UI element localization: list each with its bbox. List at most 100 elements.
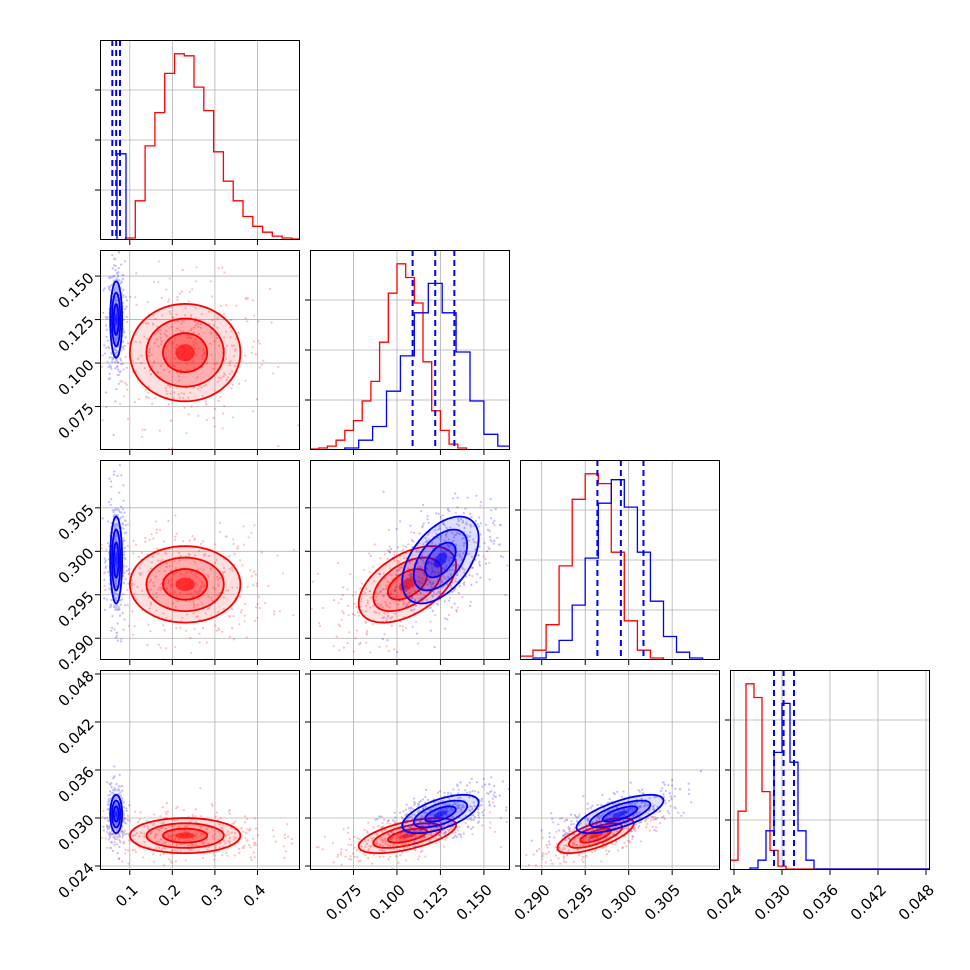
scatter-point — [592, 838, 595, 841]
scatter-point — [109, 603, 112, 606]
scatter-point — [165, 647, 168, 650]
scatter-point — [458, 550, 462, 553]
scatter-point — [225, 851, 228, 855]
scatter-point — [114, 269, 117, 272]
scatter-point — [310, 607, 313, 610]
scatter-point — [566, 854, 569, 857]
scatter-point — [115, 308, 118, 311]
scatter-point — [40, 309, 42, 311]
histogram-series-0 — [310, 263, 468, 450]
scatter-point — [122, 801, 125, 804]
scatter-point — [219, 817, 222, 820]
scatter-point — [488, 578, 491, 581]
scatter-point — [115, 388, 118, 391]
scatter-point — [638, 806, 641, 809]
scatter-point — [169, 583, 172, 587]
scatter-point — [162, 822, 165, 825]
contour-series-1-level-0 — [109, 793, 123, 835]
scatter-point — [136, 832, 139, 835]
scatter-point — [356, 855, 359, 859]
scatter-point — [104, 566, 107, 570]
scatter-point — [383, 612, 386, 615]
scatter-point — [465, 523, 468, 526]
scatter-point — [488, 783, 491, 786]
scatter-point — [471, 826, 474, 829]
scatter-point — [191, 535, 194, 538]
scatter-point — [232, 542, 235, 546]
scatter-point — [449, 584, 452, 587]
scatter-point — [114, 523, 117, 526]
scatter-point — [89, 312, 91, 314]
scatter-point — [126, 588, 129, 592]
scatter-point — [446, 814, 449, 817]
scatter-point — [364, 592, 367, 595]
scatter-point — [224, 834, 228, 837]
scatter-point — [578, 823, 581, 827]
scatter-point — [410, 572, 413, 576]
scatter-point — [225, 379, 228, 382]
scatter-point — [127, 342, 130, 345]
scatter-point — [365, 587, 368, 591]
scatter-point — [174, 567, 177, 570]
scatter-point — [157, 643, 160, 646]
scatter-point — [135, 272, 138, 275]
scatter-point — [228, 615, 232, 619]
scatter-point — [115, 271, 119, 274]
scatter-point — [212, 586, 215, 589]
scatter-point — [563, 847, 566, 851]
scatter-point — [454, 544, 457, 547]
scatter-point — [117, 361, 120, 364]
scatter-point — [438, 833, 441, 837]
scatter-point — [629, 807, 632, 811]
scatter-point — [385, 603, 388, 607]
scatter-point — [117, 792, 120, 795]
scatter-point — [193, 538, 196, 541]
scatter-point — [587, 818, 590, 821]
scatter-point — [117, 509, 120, 512]
scatter-point — [652, 818, 655, 821]
scatter-point — [116, 852, 119, 855]
scatter-point — [498, 543, 501, 546]
scatter-point — [365, 604, 368, 608]
scatter-point — [159, 838, 162, 841]
scatter-point — [205, 641, 208, 644]
scatter-point — [339, 851, 342, 854]
scatter-point — [439, 835, 442, 839]
scatter-point — [107, 558, 110, 561]
scatter-point — [427, 580, 430, 583]
scatter-point — [153, 280, 156, 284]
scatter-point — [442, 825, 445, 828]
scatter-point — [403, 839, 406, 842]
scatter-point — [397, 861, 400, 865]
scatter-point — [426, 540, 429, 543]
scatter-point — [253, 844, 256, 847]
scatter-point — [290, 837, 294, 841]
scatter-point — [170, 578, 174, 581]
scatter-point — [422, 821, 425, 824]
scatter-point — [173, 364, 177, 367]
scatter-point — [562, 855, 565, 858]
scatter-point — [113, 538, 117, 541]
scatter-point — [380, 815, 383, 818]
scatter-point — [171, 572, 174, 575]
scatter-point — [272, 835, 275, 838]
scatter-point — [473, 805, 476, 808]
scatter-point — [569, 827, 572, 830]
scatter-point — [438, 592, 441, 595]
scatter-point — [318, 874, 320, 876]
panel-frame — [100, 40, 300, 240]
scatter-point — [232, 822, 235, 825]
scatter-point — [157, 260, 160, 263]
scatter-point — [191, 596, 194, 599]
scatter-point — [203, 385, 206, 388]
scatter-point — [116, 829, 119, 832]
scatter-point — [488, 803, 491, 806]
scatter-point — [397, 603, 400, 606]
scatter-point — [385, 617, 388, 620]
scatter-point — [108, 826, 111, 829]
scatter-point — [91, 579, 93, 581]
scatter-point — [185, 629, 188, 632]
scatter-point — [189, 844, 192, 847]
scatter-point — [437, 809, 440, 812]
scatter-point — [140, 572, 143, 575]
